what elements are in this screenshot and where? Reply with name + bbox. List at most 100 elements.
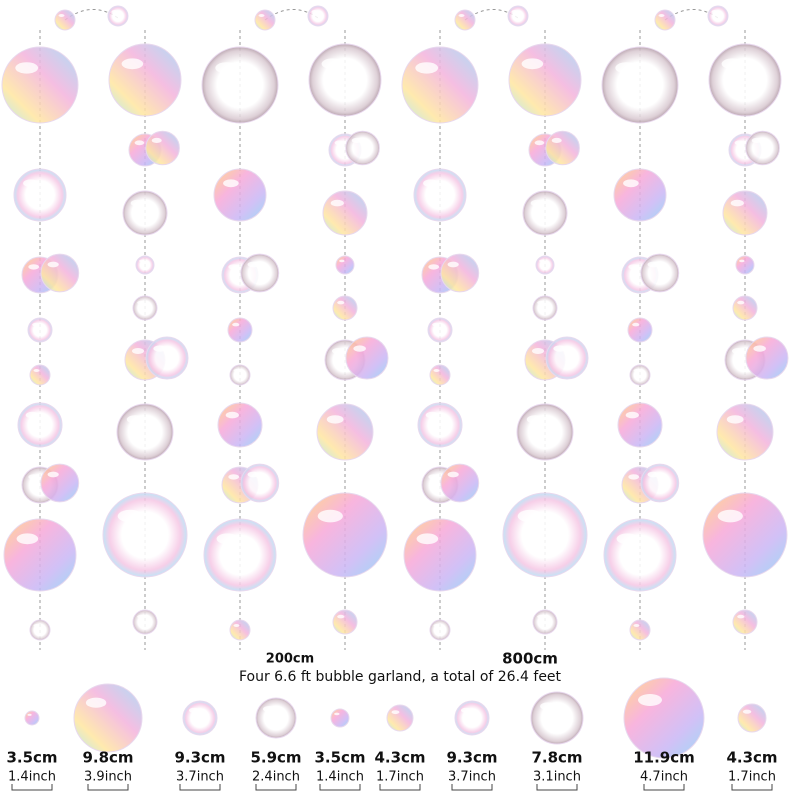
bubble-highlight <box>447 471 459 478</box>
bubble-highlight <box>317 509 343 523</box>
garland-strand <box>601 5 729 650</box>
bubble-highlight <box>47 471 59 478</box>
bubble-highlight <box>215 62 239 74</box>
bubble <box>629 364 651 386</box>
size-inch: 1.7inch <box>376 770 424 785</box>
bubble-highlight <box>539 259 545 263</box>
bubble <box>413 168 467 222</box>
bubble-highlight <box>232 322 240 327</box>
bubble <box>229 619 251 641</box>
bubble-highlight <box>717 509 743 523</box>
bubble-highlight <box>647 471 659 478</box>
bubble-highlight <box>23 179 39 188</box>
bubble-highlight <box>658 14 665 17</box>
bubble-highlight <box>532 348 544 354</box>
bubble <box>307 5 329 27</box>
bubble-highlight <box>739 259 745 263</box>
bubble <box>401 46 479 124</box>
bubble-highlight <box>351 137 362 143</box>
size-cm: 4.3cm <box>374 749 425 767</box>
bubble <box>745 336 789 380</box>
bubble <box>613 168 667 222</box>
bubble <box>617 402 663 448</box>
size-bracket <box>179 784 221 791</box>
bubble-highlight <box>263 706 275 712</box>
bubble-highlight <box>534 140 545 146</box>
bubble-highlight <box>27 713 32 716</box>
bubble-highlight <box>28 474 40 480</box>
bubble <box>332 295 358 321</box>
bubble-highlight <box>32 322 40 327</box>
size-bracket <box>319 784 361 791</box>
bubble-highlight <box>132 348 144 354</box>
bubble <box>545 130 580 166</box>
bubble <box>227 317 253 343</box>
bubble-highlight <box>228 474 240 480</box>
garland-strand <box>401 5 529 650</box>
bubble <box>530 691 584 745</box>
bubble <box>640 253 680 293</box>
size-inch: 4.7inch <box>640 770 688 785</box>
bubble <box>708 43 782 117</box>
size-cm: 9.8cm <box>82 749 133 767</box>
bubble <box>240 463 280 503</box>
bubble-highlight <box>353 345 366 352</box>
bubble <box>417 402 463 448</box>
size-inch: 1.4inch <box>316 770 364 785</box>
bubble <box>716 403 774 461</box>
bubble <box>507 5 529 27</box>
bubble <box>508 43 582 117</box>
description: Four 6.6 ft bubble garland, a total of 2… <box>239 669 562 685</box>
bubble-highlight <box>15 62 39 74</box>
bubble <box>1 46 79 124</box>
bubble-highlight <box>28 264 40 270</box>
bubble-highlight <box>432 322 440 327</box>
bubble-highlight <box>33 624 40 627</box>
garland-strand <box>201 5 329 650</box>
bubble-highlight <box>428 264 440 270</box>
size-bracket <box>643 784 685 791</box>
bubble <box>254 9 276 31</box>
bubble-highlight <box>737 300 745 305</box>
bubble <box>732 295 758 321</box>
bubble <box>132 609 158 635</box>
bubble-highlight <box>647 261 659 268</box>
bubble-highlight <box>711 10 718 13</box>
bubble-highlight <box>721 58 744 70</box>
bubble-highlight <box>330 199 344 207</box>
bubble-highlight <box>623 179 639 188</box>
bubble-highlight <box>458 14 465 17</box>
bubble-highlight <box>742 709 752 714</box>
bubble-highlight <box>633 369 640 372</box>
size-cm: 9.3cm <box>174 749 225 767</box>
size-bracket <box>379 784 421 791</box>
bubble-highlight <box>139 259 145 263</box>
bubble-highlight <box>526 415 544 424</box>
bubble <box>722 190 768 236</box>
bubble-highlight <box>334 140 345 146</box>
bubble <box>745 130 780 166</box>
bubble <box>255 697 297 739</box>
bubble-highlight <box>130 199 144 207</box>
bubble-highlight <box>223 179 239 188</box>
bubble-highlight <box>137 614 145 619</box>
bubble <box>623 677 705 759</box>
bubble <box>427 317 453 343</box>
size-cm: 11.9cm <box>633 749 695 767</box>
bubble-highlight <box>447 261 459 268</box>
bubble <box>24 710 40 726</box>
size-bracket <box>87 784 129 791</box>
size-inch: 3.7inch <box>176 770 224 785</box>
bubble-highlight <box>737 614 745 619</box>
bubble-highlight <box>751 137 762 143</box>
bubble <box>737 703 767 733</box>
size-bracket <box>731 784 773 791</box>
bubble-highlight <box>433 624 440 627</box>
bubble <box>640 463 680 503</box>
bubble <box>132 295 158 321</box>
bubble <box>17 402 63 448</box>
bubble-highlight <box>553 345 566 352</box>
bubble-highlight <box>311 10 318 13</box>
size-cm: 3.5cm <box>6 749 57 767</box>
